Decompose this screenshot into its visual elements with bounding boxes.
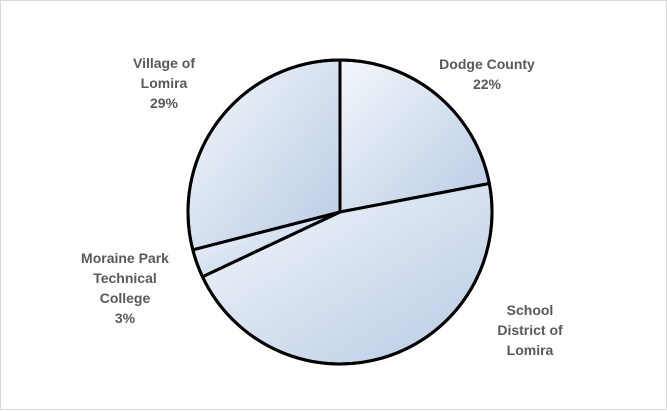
pie-slices (186, 58, 494, 366)
slice-label-line: Lomira (141, 75, 188, 91)
slice-label-line: Village of (133, 55, 195, 71)
slice-label-4: Village of Lomira 29% (133, 55, 195, 111)
slice-label-line: District of (497, 322, 563, 338)
slice-label-line: Moraine Park (81, 250, 169, 266)
slice-label-line: 3% (115, 310, 136, 326)
slice-label-line: School (507, 302, 554, 318)
slice-label-1: Dodge County 22% (439, 56, 535, 92)
slice-label-line: College (100, 290, 151, 306)
slice-label-line: Lomira (507, 342, 554, 358)
slice-label-line: 22% (473, 76, 502, 92)
slice-label-line: 29% (150, 95, 179, 111)
slice-label-line: Dodge County (439, 56, 535, 72)
slice-label-3: Moraine Park Technical College 3% (81, 250, 169, 326)
pie-outline (186, 58, 494, 366)
slice-label-2: School District of Lomira (497, 302, 563, 358)
slice-label-line: Technical (93, 270, 157, 286)
data-labels: Dodge County 22% School District of Lomira Mo… (81, 55, 563, 358)
